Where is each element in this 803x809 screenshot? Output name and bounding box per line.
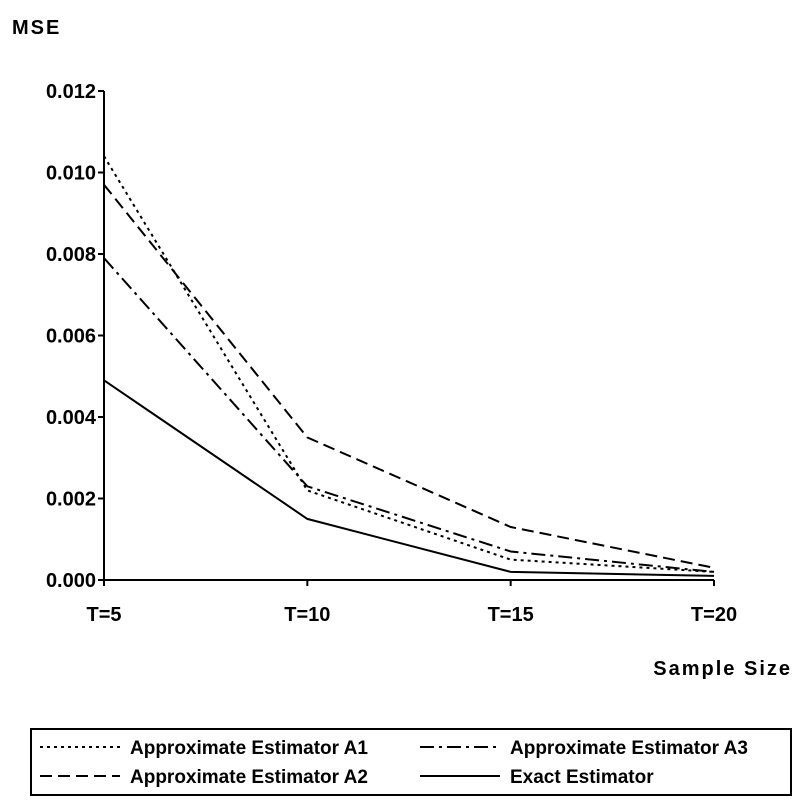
- legend-label: Approximate Estimator A3: [510, 738, 748, 759]
- legend-label: Exact Estimator: [510, 767, 654, 788]
- y-tick-label: 0.010: [46, 163, 96, 185]
- x-tick-label: T=15: [488, 604, 534, 626]
- y-tick-label: 0.004: [46, 407, 97, 429]
- y-tick-label: 0.006: [46, 326, 96, 348]
- legend-label: Approximate Estimator A2: [130, 767, 368, 788]
- y-tick-label: 0.000: [46, 570, 96, 592]
- y-tick-label: 0.002: [46, 489, 96, 511]
- x-ticks: T=5 T=10 T=15 T=20: [86, 580, 737, 626]
- x-tick-label: T=20: [691, 604, 737, 626]
- series-lines: [103, 155, 715, 577]
- axes: [103, 91, 714, 581]
- legend-box: [30, 728, 792, 796]
- x-tick-label: T=10: [284, 604, 330, 626]
- y-ticks: 0.000 0.002 0.004 0.006 0.008 0.010 0.012: [46, 81, 104, 592]
- y-axis-label: MSE: [12, 17, 61, 39]
- y-tick-label: 0.008: [46, 244, 96, 266]
- series-line-1: [103, 155, 715, 573]
- series-line-4: [103, 379, 715, 577]
- legend: Approximate Estimator A1 Approximate Esti…: [30, 728, 792, 796]
- x-tick-label: T=5: [86, 604, 121, 626]
- legend-label: Approximate Estimator A1: [130, 738, 368, 759]
- series-line-3: [103, 257, 715, 573]
- y-tick-label: 0.012: [46, 81, 96, 103]
- series-line-2: [103, 184, 715, 569]
- x-axis-label: Sample Size: [653, 658, 792, 680]
